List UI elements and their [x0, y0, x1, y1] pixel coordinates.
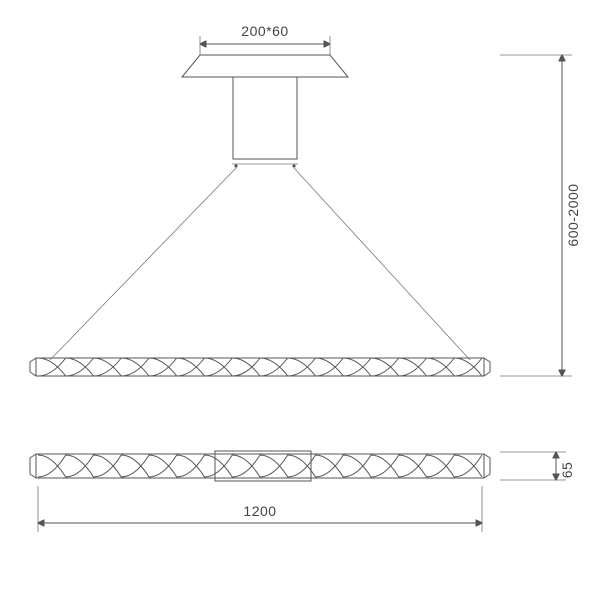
canopy	[182, 55, 348, 77]
bar-front	[30, 358, 490, 376]
dim-canopy-label: 200*60	[241, 23, 288, 39]
cables	[50, 168, 470, 360]
bar-bottom	[30, 451, 490, 481]
dim-thickness: 65	[500, 452, 575, 480]
dim-width-label: 1200	[243, 503, 276, 519]
dim-drop: 600-2000	[500, 55, 581, 376]
dim-width: 1200	[38, 486, 482, 532]
dim-canopy: 200*60	[200, 23, 330, 55]
stem	[232, 77, 298, 168]
dim-drop-label: 600-2000	[565, 183, 581, 246]
dim-thickness-label: 65	[559, 462, 575, 479]
